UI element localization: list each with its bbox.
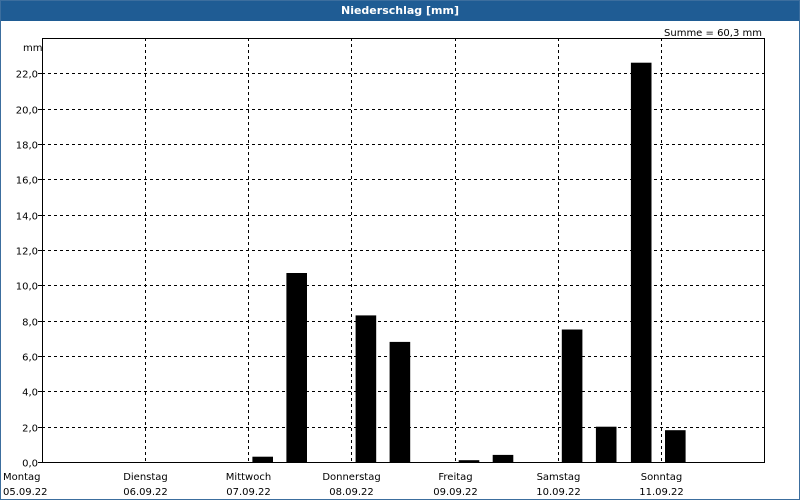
y-tick-label: 20,0 — [16, 106, 38, 117]
precipitation-bar — [630, 62, 652, 462]
x-tick-date-label: 05.09.22 — [3, 487, 48, 498]
y-tick-label: 16,0 — [16, 176, 38, 187]
x-tick-day-label: Montag — [3, 472, 40, 483]
x-tick-day-label: Donnerstag — [322, 472, 380, 483]
y-tick-label: 18,0 — [16, 141, 38, 152]
y-tick-label: 8,0 — [22, 318, 38, 329]
precipitation-bar — [595, 426, 617, 462]
precipitation-bar — [458, 460, 480, 462]
chart-title: Niederschlag [mm] — [1, 1, 799, 21]
precipitation-bar — [561, 329, 583, 462]
precipitation-bar — [252, 456, 273, 462]
x-axis-ticks: Montag 05.09.22 Dienstag 06.09.22 Mittwoch 07… — [3, 472, 684, 498]
y-tick-label: 10,0 — [16, 282, 38, 293]
precipitation-bar — [286, 273, 307, 462]
y-tick-label: 12,0 — [16, 247, 38, 258]
bar-series — [252, 62, 686, 462]
x-tick-date-label: 11.09.22 — [639, 487, 684, 498]
precipitation-bar — [389, 341, 411, 462]
precipitation-bar — [355, 315, 377, 462]
y-axis-ticks: 0,0 2,0 4,0 6,0 8,0 10,0 12,0 14,0 16,0 18,0 20,0 2… — [16, 70, 42, 470]
x-tick-date-label: 10.09.22 — [536, 487, 581, 498]
plot-border — [42, 38, 765, 463]
precipitation-bar — [665, 430, 686, 462]
x-tick-day-label: Mittwoch — [226, 472, 271, 483]
y-tick-label: 14,0 — [16, 212, 38, 223]
sum-label: Summe = 60,3 mm — [664, 28, 762, 39]
y-tick-label: 6,0 — [22, 353, 38, 364]
x-tick-date-label: 09.09.22 — [433, 487, 478, 498]
y-axis-label: mm — [23, 43, 42, 54]
precipitation-bar — [492, 454, 514, 462]
x-tick-date-label: 08.09.22 — [329, 487, 374, 498]
x-tick-day-label: Dienstag — [123, 472, 168, 483]
x-tick-date-label: 06.09.22 — [123, 487, 168, 498]
y-tick-label: 22,0 — [16, 70, 38, 81]
y-tick-label: 4,0 — [22, 388, 38, 399]
x-tick-date-label: 07.09.22 — [226, 487, 271, 498]
x-tick-day-label: Freitag — [438, 472, 472, 483]
y-tick-label: 0,0 — [22, 459, 38, 470]
x-tick-day-label: Sonntag — [641, 472, 683, 483]
y-tick-label: 2,0 — [22, 424, 38, 435]
x-tick-day-label: Samstag — [537, 472, 581, 483]
